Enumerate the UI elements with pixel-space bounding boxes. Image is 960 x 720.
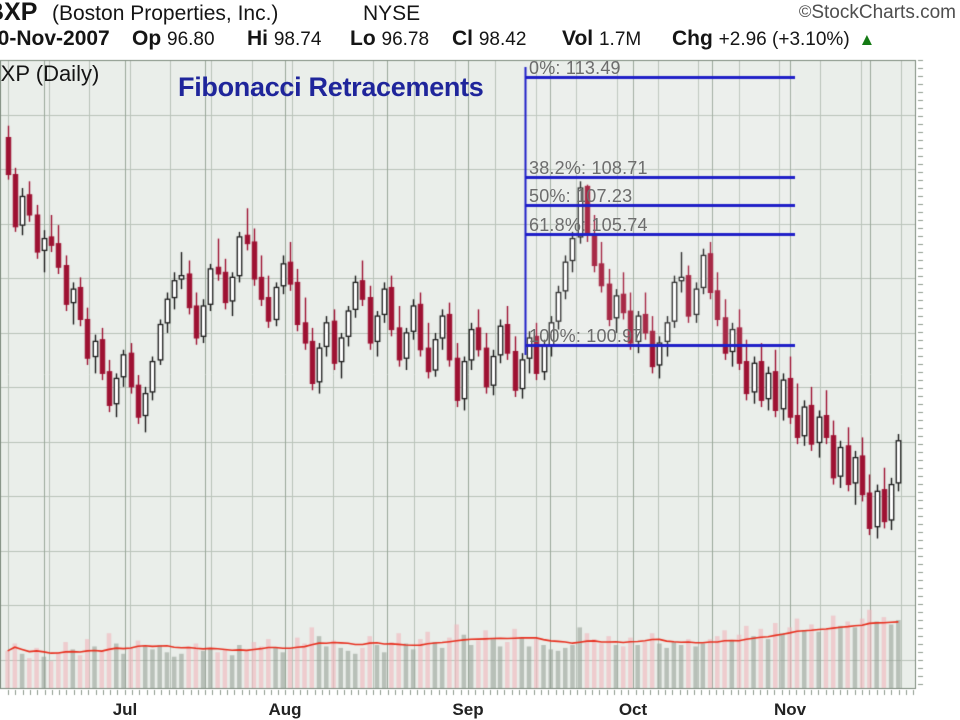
quote-date: 30-Nov-2007 [0,27,110,50]
company-name: (Boston Properties, Inc.) [52,2,279,25]
stockcharts-watermark: ©StockCharts.com [799,2,956,24]
chart-header: BXP (Boston Properties, Inc.) NYSE ©Stoc… [0,0,960,56]
copyright-icon: © [798,2,812,21]
header-row-quote: 30-Nov-2007 Op 96.80 Hi 98.74 Lo 96.78 C… [0,26,960,54]
x-axis-label-nov: Nov [773,700,807,719]
ticker-symbol: BXP [0,0,38,26]
x-axis-label-jul: Jul [112,700,138,719]
quote-open-value: 96.80 [167,29,215,50]
quote-close: Cl 98.42 [452,27,526,51]
quote-high-label: Hi [247,27,268,50]
x-axis-label-aug: Aug [268,700,302,719]
quote-low-label: Lo [350,27,376,50]
quote-volume: Vol 1.7M [562,27,641,51]
quote-low-value: 96.78 [381,29,430,50]
quote-close-label: Cl [452,27,473,50]
quote-change-value: +2.96 (+3.10%) [718,29,850,50]
header-row-symbol: BXP (Boston Properties, Inc.) NYSE ©Stoc… [0,0,960,27]
quote-low: Lo 96.78 [350,27,429,51]
quote-high: Hi 98.74 [247,27,321,51]
candlestick-canvas[interactable] [0,56,960,720]
quote-high-value: 98.74 [273,29,322,50]
quote-volume-label: Vol [562,27,594,50]
quote-change: Chg +2.96 (+3.10%) ▲ [672,27,875,51]
up-triangle-icon: ▲ [858,30,876,49]
x-axis-label-sep: Sep [452,700,484,719]
watermark-text: StockCharts.com [811,2,956,23]
quote-open: Op 96.80 [132,27,215,51]
quote-change-label: Chg [672,27,713,50]
exchange-name: NYSE [363,2,421,25]
x-axis-label-oct: Oct [618,700,648,719]
quote-volume-value: 1.7M [598,29,642,50]
quote-open-label: Op [132,27,162,50]
quote-close-value: 98.42 [478,29,527,50]
price-chart-area[interactable]: BXP (Daily) Fibonacci Retracements 0%: 1… [0,56,960,720]
